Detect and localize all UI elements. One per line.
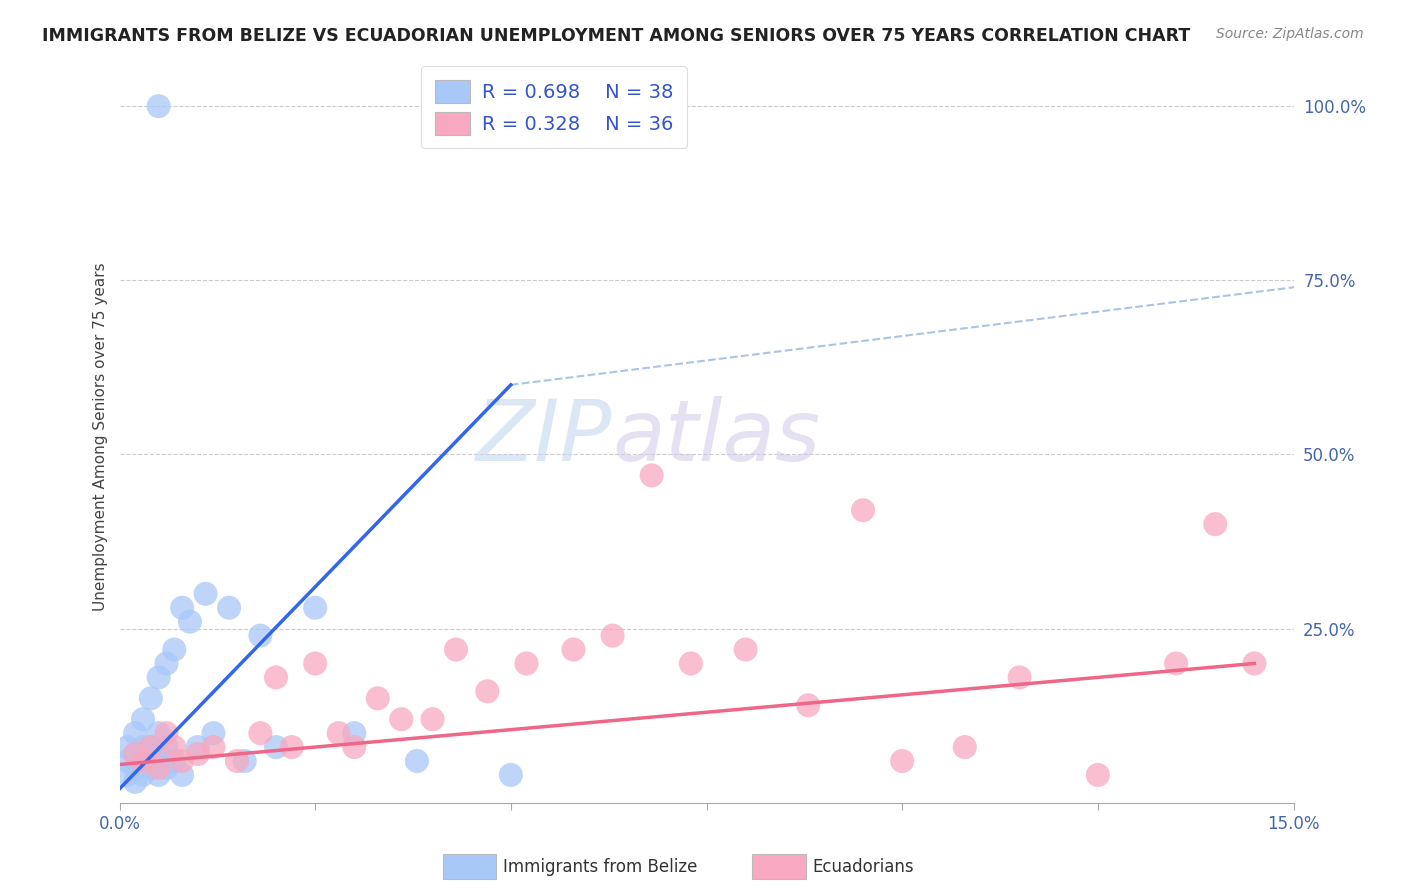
- Point: [155, 761, 177, 775]
- Point: [202, 740, 225, 755]
- Point: [139, 761, 162, 775]
- Point: [343, 740, 366, 755]
- Point: [172, 754, 194, 768]
- Point: [117, 740, 139, 755]
- Point: [155, 726, 177, 740]
- Point: [163, 642, 186, 657]
- Point: [343, 726, 366, 740]
- Point: [734, 642, 756, 657]
- Point: [148, 761, 170, 775]
- Point: [233, 754, 256, 768]
- Point: [155, 740, 177, 755]
- Point: [1008, 670, 1031, 684]
- Point: [304, 600, 326, 615]
- Point: [139, 691, 162, 706]
- Point: [148, 726, 170, 740]
- Point: [163, 740, 186, 755]
- Point: [477, 684, 499, 698]
- Point: [852, 503, 875, 517]
- Point: [1087, 768, 1109, 782]
- Point: [367, 691, 389, 706]
- Point: [422, 712, 444, 726]
- Point: [148, 747, 170, 761]
- Point: [179, 615, 201, 629]
- Point: [132, 768, 155, 782]
- Point: [406, 754, 429, 768]
- Point: [225, 754, 249, 768]
- Legend: R = 0.698    N = 38, R = 0.328    N = 36: R = 0.698 N = 38, R = 0.328 N = 36: [422, 66, 686, 148]
- Point: [117, 754, 139, 768]
- Point: [797, 698, 820, 713]
- Point: [1204, 517, 1226, 532]
- Point: [148, 768, 170, 782]
- Point: [139, 740, 162, 755]
- Text: IMMIGRANTS FROM BELIZE VS ECUADORIAN UNEMPLOYMENT AMONG SENIORS OVER 75 YEARS CO: IMMIGRANTS FROM BELIZE VS ECUADORIAN UNE…: [42, 27, 1191, 45]
- Point: [132, 740, 155, 755]
- Point: [139, 740, 162, 755]
- Point: [602, 629, 624, 643]
- Point: [172, 768, 194, 782]
- Point: [148, 99, 170, 113]
- Point: [124, 775, 146, 789]
- Point: [444, 642, 467, 657]
- Point: [187, 740, 209, 755]
- Point: [249, 726, 271, 740]
- Point: [304, 657, 326, 671]
- Point: [328, 726, 350, 740]
- Point: [155, 657, 177, 671]
- Point: [117, 768, 139, 782]
- Text: ZIP: ZIP: [477, 395, 613, 479]
- Text: Immigrants from Belize: Immigrants from Belize: [503, 858, 697, 876]
- Point: [124, 747, 146, 761]
- Point: [1243, 657, 1265, 671]
- Point: [280, 740, 302, 755]
- Point: [1166, 657, 1188, 671]
- Point: [132, 712, 155, 726]
- Point: [218, 600, 240, 615]
- Point: [194, 587, 217, 601]
- Point: [891, 754, 914, 768]
- Point: [148, 670, 170, 684]
- Point: [953, 740, 976, 755]
- Point: [202, 726, 225, 740]
- Point: [124, 761, 146, 775]
- Text: atlas: atlas: [613, 395, 821, 479]
- Text: Source: ZipAtlas.com: Source: ZipAtlas.com: [1216, 27, 1364, 41]
- Point: [499, 768, 522, 782]
- Point: [389, 712, 412, 726]
- Point: [641, 468, 664, 483]
- Point: [264, 670, 287, 684]
- Point: [562, 642, 585, 657]
- Point: [124, 726, 146, 740]
- Point: [172, 600, 194, 615]
- Point: [264, 740, 287, 755]
- Point: [187, 747, 209, 761]
- Point: [515, 657, 537, 671]
- Point: [163, 754, 186, 768]
- Y-axis label: Unemployment Among Seniors over 75 years: Unemployment Among Seniors over 75 years: [93, 263, 108, 611]
- Point: [132, 754, 155, 768]
- Point: [124, 747, 146, 761]
- Text: Ecuadorians: Ecuadorians: [813, 858, 914, 876]
- Point: [679, 657, 702, 671]
- Point: [132, 754, 155, 768]
- Point: [249, 629, 271, 643]
